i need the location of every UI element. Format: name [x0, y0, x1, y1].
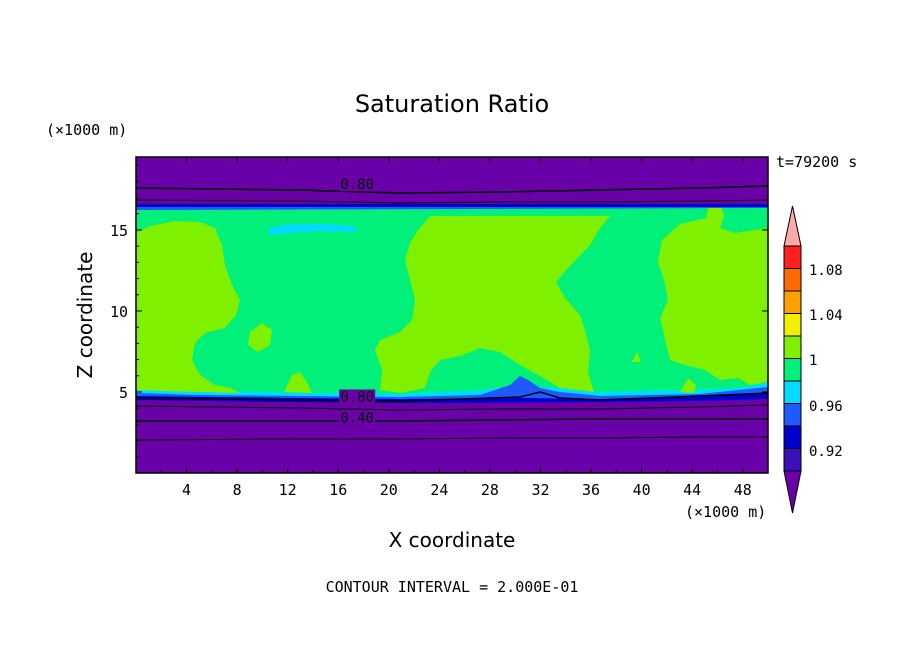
x-tick-label: 36 — [582, 481, 600, 499]
contour-line-upper-2 — [135, 199, 769, 204]
contour-line-lower-4 — [135, 436, 768, 441]
subsat-left-bump-2 — [284, 372, 312, 393]
colorbar-label: 1.08 — [809, 263, 843, 279]
contour-label: 0.40 — [340, 411, 374, 427]
colorbar-segment — [783, 403, 802, 427]
x-tick-label: 28 — [481, 481, 499, 499]
contour-line-lower-1 — [135, 391, 769, 402]
colorbar-segment — [783, 425, 802, 449]
colorbar-label: 0.96 — [809, 399, 843, 415]
contour-labels: 0.80 0.80 0.40 — [339, 177, 376, 427]
x-tick-label: 48 — [734, 481, 752, 499]
colorbar-segment — [783, 358, 802, 382]
contour-label: 0.80 — [340, 389, 374, 405]
x-tick-label: 12 — [279, 481, 297, 499]
colorbar: 1.08 1.04 1 0.96 0.92 — [783, 205, 843, 514]
y-tick-label: 5 — [119, 384, 128, 402]
upper-dark-band — [136, 204, 768, 208]
lower-cyan-band — [136, 382, 768, 398]
time-label: t=79200 s — [776, 153, 857, 171]
contour-label-bg — [339, 410, 376, 425]
x-tick-label: 8 — [233, 481, 242, 499]
subsat-left-island — [248, 323, 272, 352]
contour-label: 0.80 — [340, 177, 374, 193]
contour-line-upper-1 — [135, 185, 769, 194]
y-unit-label: (×1000 m) — [46, 121, 127, 139]
colorbar-label: 1 — [809, 353, 817, 369]
y-axis-title: Z coordinate — [73, 252, 97, 379]
y-tick-label: 15 — [110, 222, 128, 240]
x-tick-label: 40 — [633, 481, 651, 499]
chart-title: Saturation Ratio — [355, 90, 549, 118]
colorbar-segment — [783, 290, 802, 314]
x-tick-label: 44 — [683, 481, 701, 499]
x-unit-label: (×1000 m) — [685, 503, 766, 521]
y-tick-label: 10 — [110, 303, 128, 321]
x-tick-label: 20 — [380, 481, 398, 499]
x-tick-label: 16 — [329, 481, 347, 499]
colorbar-upper-extension — [783, 205, 802, 247]
plot-frame — [135, 156, 769, 474]
subsat-left-bump-1 — [176, 370, 196, 390]
colorbar-segment — [783, 335, 802, 359]
colorbar-lower-extension — [783, 470, 802, 514]
x-tick-label: 4 — [182, 481, 191, 499]
x-axis-title: X coordinate — [389, 528, 516, 552]
subsat-right-blob — [632, 352, 641, 362]
contour-label-bg — [339, 389, 376, 404]
x-axis: 4 8 12 16 20 24 28 32 36 40 44 48 — [160, 157, 752, 499]
contour-field — [135, 157, 769, 473]
y-axis: 5 10 15 — [110, 164, 768, 458]
contour-line-lower-3 — [136, 418, 768, 422]
footer-label: CONTOUR INTERVAL = 2.000E-01 — [326, 578, 579, 596]
x-tick-label: 24 — [430, 481, 448, 499]
subsat-right-bump — [680, 378, 696, 393]
colorbar-segment — [783, 448, 802, 472]
contour-lines — [135, 185, 769, 441]
colorbar-label: 0.92 — [809, 444, 843, 460]
subsat-center — [375, 216, 610, 393]
subsat-right — [658, 208, 768, 385]
colorbar-label: 1.04 — [809, 308, 843, 324]
colorbar-segment — [783, 313, 802, 337]
subsat-left — [136, 221, 240, 393]
colorbar-segment — [783, 380, 802, 404]
contour-line-lower-2 — [135, 404, 769, 411]
colorbar-segment — [783, 245, 802, 269]
colorbar-segment — [783, 268, 802, 292]
x-tick-label: 32 — [531, 481, 549, 499]
contour-label-bg — [339, 177, 376, 192]
cyan-patch — [268, 224, 355, 235]
